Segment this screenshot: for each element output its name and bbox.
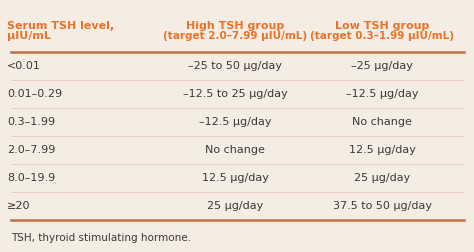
Text: No change: No change [352, 117, 412, 127]
Text: 25 μg/day: 25 μg/day [207, 201, 263, 211]
Text: –25 to 50 μg/day: –25 to 50 μg/day [188, 61, 282, 71]
Text: –12.5 μg/day: –12.5 μg/day [199, 117, 271, 127]
Text: Low TSH group: Low TSH group [335, 21, 429, 31]
Text: High TSH group: High TSH group [186, 21, 284, 31]
Text: <0.01: <0.01 [7, 61, 41, 71]
Text: 2.0–7.99: 2.0–7.99 [7, 145, 55, 155]
Text: 8.0–19.9: 8.0–19.9 [7, 173, 55, 183]
Text: 25 μg/day: 25 μg/day [354, 173, 410, 183]
Text: 12.5 μg/day: 12.5 μg/day [201, 173, 268, 183]
Text: 12.5 μg/day: 12.5 μg/day [349, 145, 416, 155]
Text: μIU/mL: μIU/mL [7, 31, 51, 41]
Text: ≥20: ≥20 [7, 201, 30, 211]
Text: 37.5 to 50 μg/day: 37.5 to 50 μg/day [333, 201, 432, 211]
Text: No change: No change [205, 145, 265, 155]
Text: TSH, thyroid stimulating hormone.: TSH, thyroid stimulating hormone. [11, 233, 191, 243]
Text: (target 0.3–1.99 μIU/mL): (target 0.3–1.99 μIU/mL) [310, 31, 454, 41]
Text: Serum TSH level,: Serum TSH level, [7, 21, 114, 31]
Text: –12.5 to 25 μg/day: –12.5 to 25 μg/day [182, 89, 287, 99]
Text: 0.01–0.29: 0.01–0.29 [7, 89, 62, 99]
Text: (target 2.0–7.99 μIU/mL): (target 2.0–7.99 μIU/mL) [163, 31, 307, 41]
Text: –25 μg/day: –25 μg/day [351, 61, 413, 71]
Text: –12.5 μg/day: –12.5 μg/day [346, 89, 419, 99]
Text: 0.3–1.99: 0.3–1.99 [7, 117, 55, 127]
